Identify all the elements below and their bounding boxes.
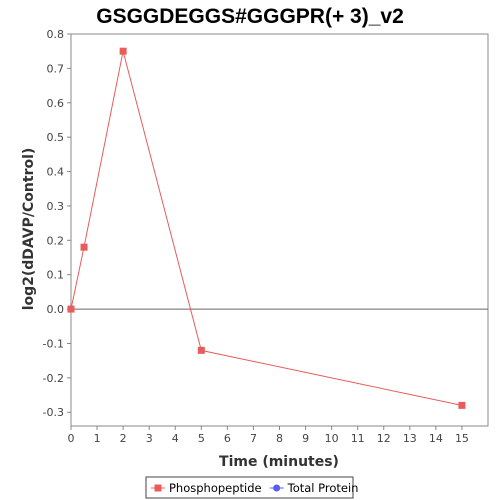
y-tick-label: 0.6: [47, 97, 65, 110]
y-tick-label: 0.2: [47, 234, 65, 247]
x-tick-label: 1: [94, 432, 101, 445]
data-point: [119, 47, 127, 55]
legend-label: Total Protein: [287, 481, 359, 495]
data-point: [80, 243, 88, 251]
legend: Phosphopeptide Total Protein: [145, 476, 359, 499]
legend-marker: [154, 484, 162, 492]
x-tick-label: 3: [146, 432, 153, 445]
y-tick-label: -0.2: [43, 372, 64, 385]
y-tick-label: 0.5: [47, 131, 65, 144]
x-tick-label: 0: [68, 432, 75, 445]
y-axis-label: log2(dDAVP/Control): [21, 148, 37, 311]
x-tick-label: 7: [250, 432, 257, 445]
x-tick-label: 10: [325, 432, 339, 445]
legend-box: [145, 476, 354, 499]
data-point: [458, 401, 466, 409]
x-tick-label: 14: [429, 432, 443, 445]
y-tick-label: 0.3: [47, 200, 65, 213]
x-tick-label: 6: [224, 432, 231, 445]
x-tick-label: 2: [120, 432, 127, 445]
x-tick-label: 15: [455, 432, 469, 445]
y-tick-label: 0.0: [47, 303, 65, 316]
y-tick-label: 0.1: [47, 269, 65, 282]
x-tick-label: 11: [351, 432, 365, 445]
plot-area: [70, 33, 489, 427]
x-tick-label: 8: [276, 432, 283, 445]
x-tick-label: 13: [403, 432, 417, 445]
y-tick-label: 0.7: [47, 62, 65, 75]
legend-label: Phosphopeptide: [169, 481, 262, 495]
x-axis-label: Time (minutes): [219, 454, 339, 470]
data-point: [67, 305, 75, 313]
x-tick-label: 4: [172, 432, 179, 445]
x-tick-label: 12: [377, 432, 391, 445]
y-tick-label: 0.4: [47, 166, 65, 179]
y-tick-label: -0.1: [43, 337, 64, 350]
x-tick-label: 5: [198, 432, 205, 445]
data-point: [197, 346, 205, 354]
y-tick-label: 0.8: [47, 28, 65, 41]
chart-title: GSGGDEGGS#GGGPR(+ 3)_v2: [96, 5, 404, 28]
y-tick-label: -0.3: [43, 406, 64, 419]
legend-marker: [273, 484, 281, 492]
x-tick-label: 9: [302, 432, 309, 445]
